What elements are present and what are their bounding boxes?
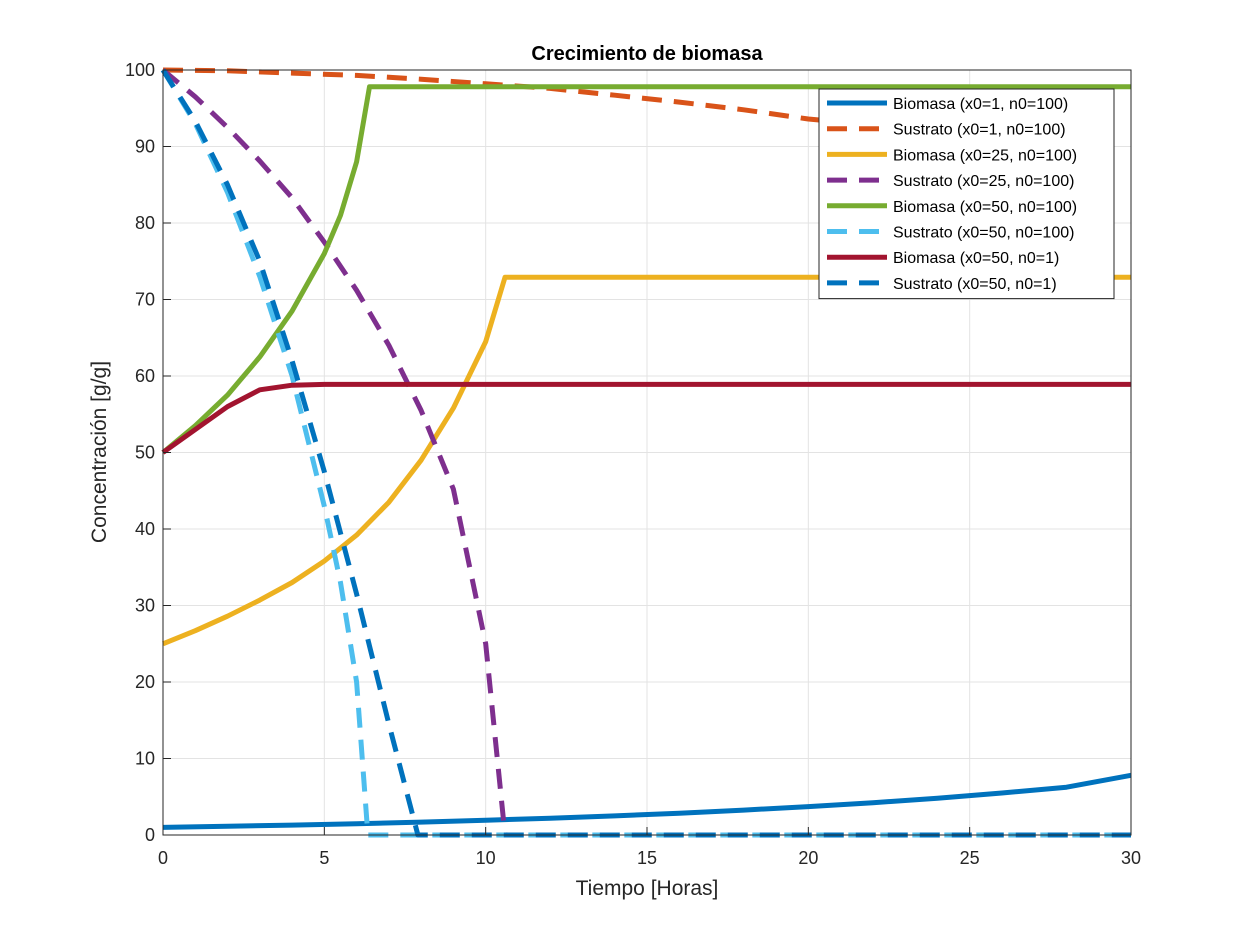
x-tick-label: 10 [476, 848, 496, 868]
series-line-7 [161, 381, 1131, 455]
x-tick-label: 20 [798, 848, 818, 868]
x-tick-label: 15 [637, 848, 657, 868]
y-tick-label: 60 [135, 366, 155, 386]
legend-label: Sustrato (x0=50, n0=1) [893, 276, 1057, 293]
legend-label: Sustrato (x0=50, n0=100) [893, 225, 1074, 242]
x-axis-label: Tiempo [Horas] [576, 877, 719, 900]
legend-label: Biomasa (x0=25, n0=100) [893, 147, 1077, 164]
y-tick-label: 30 [135, 596, 155, 616]
x-tick-label: 0 [158, 848, 168, 868]
y-axis-label: Concentración [g/g] [88, 361, 111, 543]
y-tick-label: 40 [135, 519, 155, 539]
legend-label: Biomasa (x0=1, n0=100) [893, 96, 1068, 113]
legend-label: Biomasa (x0=50, n0=1) [893, 250, 1059, 267]
y-tick-label: 80 [135, 213, 155, 233]
y-tick-label: 70 [135, 290, 155, 310]
x-tick-label: 30 [1121, 848, 1141, 868]
y-tick-label: 0 [145, 825, 155, 845]
legend-box [818, 88, 1115, 300]
series-line-5 [161, 84, 1131, 455]
series-line-3 [162, 274, 1131, 647]
legend-label: Sustrato (x0=1, n0=100) [893, 122, 1066, 139]
series-line-1 [162, 772, 1132, 830]
legend: Biomasa (x0=1, n0=100) Sustrato (x0=1, n0… [818, 88, 1115, 300]
legend-label: Biomasa (x0=50, n0=100) [893, 199, 1077, 216]
y-tick-label: 90 [135, 137, 155, 157]
y-tick-label: 50 [135, 443, 155, 463]
y-tick-label: 10 [135, 749, 155, 769]
x-tick-label: 25 [960, 848, 980, 868]
y-tick-label: 100 [125, 60, 155, 80]
chart-title: Crecimiento de biomasa [531, 43, 763, 65]
x-tick-label: 5 [319, 848, 329, 868]
ticks: 0 5 10 15 20 25 30 0 10 20 30 40 50 60 70 80 90 100 [125, 60, 1141, 868]
y-tick-label: 20 [135, 672, 155, 692]
legend-label: Sustrato (x0=25, n0=100) [893, 173, 1074, 190]
